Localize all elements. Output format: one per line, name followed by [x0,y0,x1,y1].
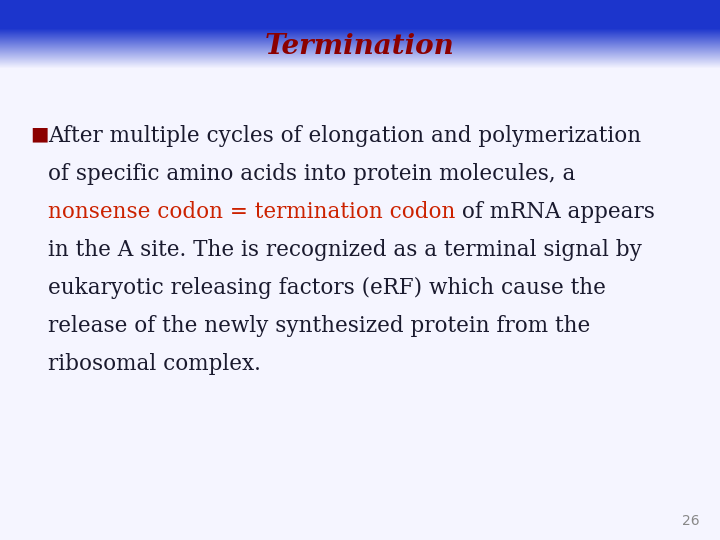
Bar [0,55,720,56]
Bar [0,62,720,63]
Bar [0,43,720,44]
Bar [0,60,720,61]
Bar [0,47,720,48]
Bar [0,35,720,36]
Bar [0,65,720,66]
Bar [0,59,720,60]
Bar [0,67,720,68]
Bar [0,29,720,30]
Bar [0,48,720,49]
Bar [0,58,720,59]
Bar [0,41,720,42]
Text: of specific amino acids into protein molecules, a: of specific amino acids into protein mol… [48,163,575,185]
Text: 26: 26 [683,514,700,528]
Bar [0,36,720,37]
Text: Termination: Termination [265,32,455,59]
Bar [0,28,720,29]
Bar [0,44,720,45]
Bar [0,39,720,40]
Bar [0,50,720,51]
Text: in the A site. The is recognized as a terminal signal by: in the A site. The is recognized as a te… [48,239,642,261]
Bar [0,34,720,35]
Text: ribosomal complex.: ribosomal complex. [48,353,261,375]
Bar [0,30,720,31]
Bar [0,61,720,62]
Bar [0,57,720,58]
Text: eukaryotic releasing factors (eRF) which cause the: eukaryotic releasing factors (eRF) which… [48,277,606,299]
Bar [0,0,720,28]
Text: release of the newly synthesized protein from the: release of the newly synthesized protein… [48,315,590,337]
Bar [0,56,720,57]
Bar [0,46,720,47]
Text: ■: ■ [30,125,48,143]
Bar [0,53,720,54]
Bar [0,40,720,41]
Bar [0,31,720,32]
Bar [0,54,720,55]
Text: of mRNA appears: of mRNA appears [455,201,655,223]
Bar [0,42,720,43]
Bar [0,51,720,52]
Bar [0,45,720,46]
Bar [0,37,720,38]
Bar [0,63,720,64]
Text: nonsense codon = termination codon: nonsense codon = termination codon [48,201,455,223]
Bar [0,52,720,53]
Bar [0,32,720,33]
Bar [0,33,720,34]
Bar [0,64,720,65]
Text: After multiple cycles of elongation and polymerization: After multiple cycles of elongation and … [48,125,641,147]
Bar [0,49,720,50]
Bar [0,66,720,67]
Bar [0,38,720,39]
